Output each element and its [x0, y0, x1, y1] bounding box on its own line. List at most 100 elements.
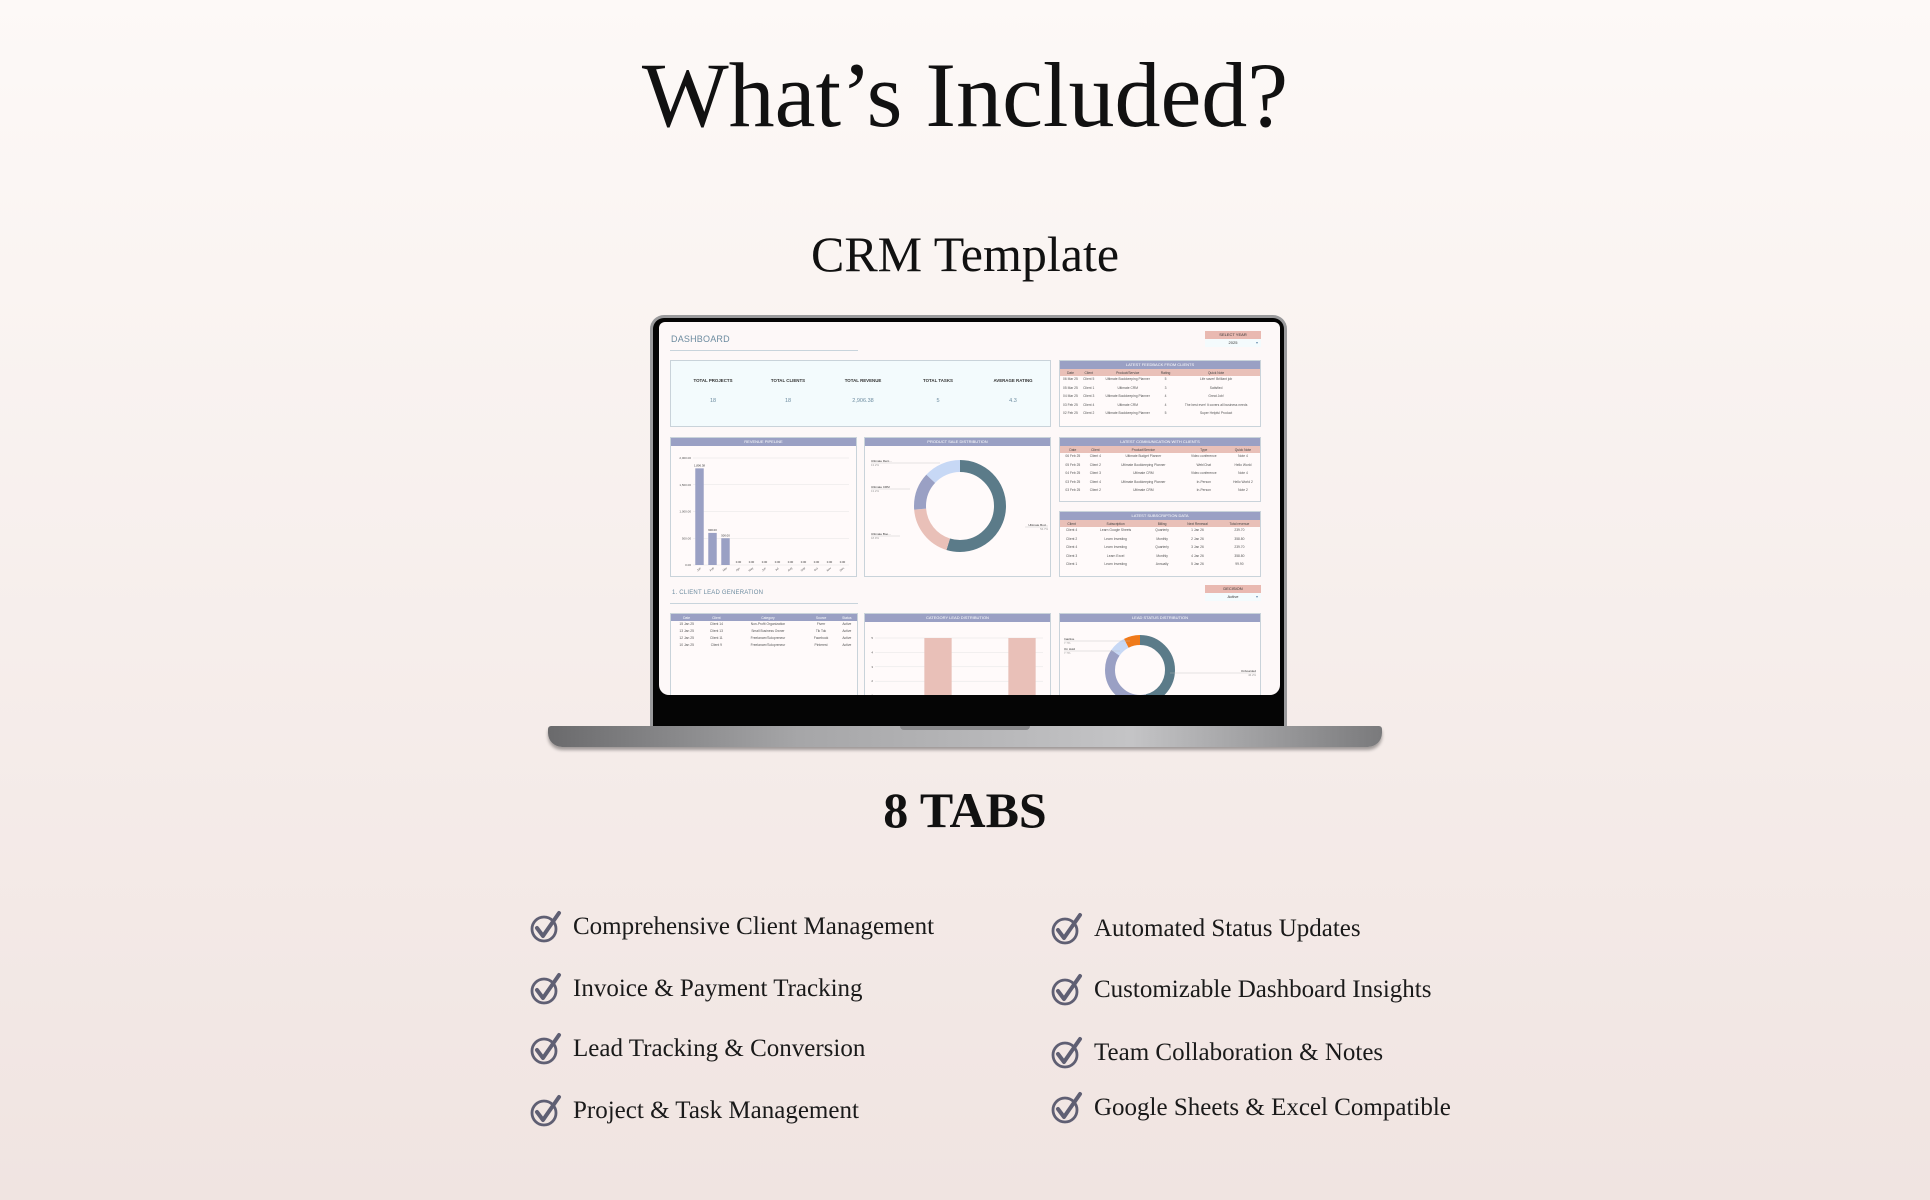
table-row: 15 Jan 25 Client 14 Non-Profit Organizatio… — [671, 621, 857, 628]
kpi-value: 5 — [936, 398, 940, 404]
category-lead-title: CATEGORY LEAD DISTRIBUTION — [865, 614, 1050, 622]
table-cell: Video conference — [1190, 471, 1217, 476]
revenue-pipeline-chart: 0.00 500.00 1,000.00 1,500.00 2,000.001,806.… — [679, 456, 849, 573]
table-cell: 2 Jan 26 — [1191, 536, 1204, 541]
data-label: 500.00 — [721, 533, 730, 537]
table-cell: Super Helpful Product — [1199, 411, 1233, 416]
table-row: 03 Feb 25 Client 4 Ultimate CRM 4 The best e… — [1060, 402, 1260, 411]
y-tick-label: 1,000.00 — [679, 510, 691, 514]
lead-divider — [670, 603, 858, 604]
table-cell: Pinterest — [814, 642, 828, 647]
table-cell: 3 Jan 26 — [1191, 545, 1204, 550]
kpi-value: 18 — [784, 398, 792, 404]
x-tick-label: Jan — [696, 566, 702, 572]
kpi-card: TOTAL PROJECTS 18 — [678, 378, 748, 404]
kpi-card: TOTAL CLIENTS 18 — [753, 378, 823, 404]
table-cell: Fiverr — [816, 621, 826, 626]
kpi-label: TOTAL REVENUE — [844, 378, 882, 383]
table-cell: Client 2 — [1089, 462, 1101, 467]
table-row: Client 1 Learn Investing Annually 5 Jan 26 9… — [1060, 561, 1260, 570]
table-cell: Freelancer/Solopreneur — [750, 642, 786, 647]
product-sale-chart: Ultimate Bud...54.7% Ultimate Boo...18.9%… — [871, 459, 1049, 552]
y-tick-label: 2 — [871, 679, 873, 683]
data-label: 0.00 — [775, 560, 781, 564]
check-circle-icon — [1051, 913, 1082, 945]
table-cell: 03 Feb 25 — [1063, 402, 1078, 407]
table-cell: Client 1 — [1066, 562, 1078, 567]
feedback-table: Date Client Product/Service Rating Quick Not… — [1060, 369, 1260, 419]
column-header: Quick Note — [1172, 369, 1260, 376]
select-year-label: SELECT YEAR — [1205, 331, 1261, 339]
decision-label: DECISION — [1205, 585, 1261, 593]
category-lead-panel: CATEGORY LEAD DISTRIBUTION 1 2 3 4 5 — [864, 613, 1051, 695]
table-cell: Client 4 — [1083, 402, 1095, 407]
feature-label: Comprehensive Client Management — [573, 913, 935, 940]
product-subtitle: CRM Template — [810, 226, 1120, 282]
communication-panel: LATEST COMMUNICATION WITH CLIENTS Date Cl… — [1059, 437, 1261, 502]
donut-slice — [914, 460, 1006, 552]
feedback-title: LATEST FEEDBACK FROM CLIENTS — [1060, 361, 1260, 369]
table-row: 06 Feb 25 Client 4 Ultimate Budget Planner… — [1060, 453, 1260, 462]
feature-item: Customizable Dashboard Insights — [1050, 973, 1431, 1007]
bar — [1008, 638, 1036, 695]
feature-item: Comprehensive Client Management — [529, 910, 934, 944]
decision-dropdown[interactable]: DECISION Active ▾ — [1205, 585, 1261, 601]
table-cell: 12 Jan 25 — [679, 635, 694, 640]
revenue-pipeline-panel: REVENUE PIPELINE 0.00 500.00 1,000.00 1,500… — [670, 437, 857, 577]
data-label: 0.00 — [814, 560, 820, 564]
communication-title: LATEST COMMUNICATION WITH CLIENTS — [1060, 438, 1260, 446]
donut-slice — [1105, 635, 1175, 695]
x-tick-label: Aug — [787, 566, 794, 573]
table-cell: Ultimate Bookkeeping Planner — [1121, 479, 1166, 484]
tabs-count: 8 TABS — [883, 782, 1047, 838]
column-header: Date — [671, 614, 703, 621]
data-label: 0.00 — [788, 560, 794, 564]
laptop-base — [548, 726, 1382, 747]
slice-percent: 13.2% — [871, 463, 879, 467]
x-tick-label: Oct — [813, 566, 819, 572]
table-cell: 06 Feb 25 — [1065, 454, 1081, 459]
feature-item: Team Collaboration & Notes — [1050, 1036, 1383, 1070]
lead-section-title: 1. CLIENT LEAD GENERATION — [672, 590, 764, 596]
y-tick-label: 1 — [871, 694, 873, 695]
kpi-label: AVERAGE RATING — [993, 378, 1033, 383]
table-cell: 02 Feb 25 — [1063, 411, 1078, 416]
lead-status-title: LEAD STATUS DISTRIBUTION — [1060, 614, 1260, 622]
x-tick-label: Apr — [735, 566, 741, 572]
dashboard-screen: DASHBOARD SELECT YEAR 2025 ▾ TOTAL PROJEC… — [659, 322, 1280, 695]
column-header: Type — [1181, 446, 1226, 453]
select-year-dropdown[interactable]: SELECT YEAR 2025 ▾ — [1205, 331, 1261, 347]
feature-item: Lead Tracking & Conversion — [529, 1032, 865, 1066]
table-cell: Ultimate Bookkeeping Planner — [1105, 377, 1150, 382]
table-row: Client 3 Learn Excel Monthly 4 Jan 26 358.80 — [1060, 553, 1260, 562]
y-tick-label: 2,000.00 — [679, 456, 691, 460]
table-cell: 05 Feb 25 — [1065, 462, 1081, 467]
table-cell: The best ever! It covers all business ne… — [1184, 402, 1248, 407]
table-row: 10 Jan 25 Client 9 Freelancer/Solopreneur P… — [671, 642, 857, 649]
table-cell: Client 2 — [1083, 411, 1095, 416]
decision-value: Active — [1227, 594, 1239, 599]
table-cell: 13 Jan 25 — [679, 628, 694, 633]
slice-percent: 7.7% — [1064, 641, 1071, 645]
table-cell: Client 3 — [1083, 394, 1095, 399]
slice-percent: 54.7% — [1040, 527, 1048, 531]
table-cell: Monthly — [1156, 536, 1168, 541]
slice-label: Ultimate CRM — [871, 485, 890, 489]
x-tick-label: May — [748, 566, 755, 573]
title-divider — [670, 350, 858, 351]
table-cell: Ultimate Bookkeeping Planner — [1105, 411, 1150, 416]
table-cell: Client 1 — [1083, 385, 1095, 390]
column-header: Rating — [1158, 369, 1173, 376]
feature-item: Automated Status Updates — [1050, 912, 1361, 946]
table-cell: Active — [842, 635, 852, 640]
table-cell: Client 9 — [710, 642, 722, 647]
table-row: 04 Feb 25 Client 3 Ultimate CRM Video confe… — [1060, 470, 1260, 479]
subscription-panel: LATEST SUBSCRIPTION DATA Client Subscript… — [1059, 511, 1261, 577]
slice-label: Inactive — [1064, 637, 1075, 641]
kpi-value: 4.3 — [1009, 398, 1017, 404]
column-header: Total revenue — [1218, 520, 1260, 527]
table-row: 05 Feb 25 Client 2 Ultimate Bookkeeping Pl… — [1060, 462, 1260, 471]
y-tick-label: 500.00 — [682, 536, 692, 540]
table-cell: Active — [842, 621, 852, 626]
column-header: Client — [1085, 446, 1105, 453]
